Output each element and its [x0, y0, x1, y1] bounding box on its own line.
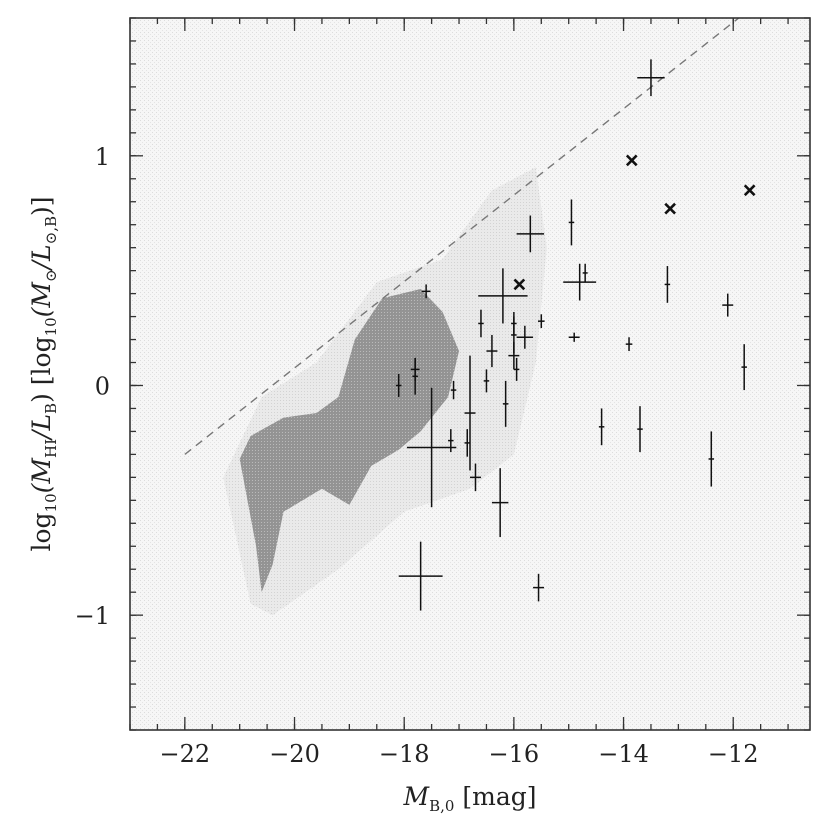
errorbar-point — [708, 431, 715, 487]
errorbar-point — [533, 573, 545, 602]
reference-dashed-line — [184, 17, 740, 455]
y-axis-title-d: ) [log — [27, 336, 56, 403]
errorbar-point — [664, 266, 671, 303]
errorbar-point — [464, 355, 476, 471]
y-axis-title-f-sub: ⊙,B — [42, 216, 60, 244]
errorbar-point — [516, 215, 545, 253]
errorbar-point — [450, 380, 457, 400]
x-axis-title-prefix: M — [402, 782, 430, 811]
cross-marker — [625, 154, 638, 167]
x-axis-title-sub: B,0 — [429, 797, 454, 815]
x-tick-label: −22 — [160, 740, 211, 768]
errorbar-point — [568, 199, 575, 246]
x-tick-label: −20 — [269, 740, 320, 768]
errorbar-point — [421, 284, 431, 299]
x-tick-label: −14 — [598, 740, 649, 768]
cross-stroke-b — [625, 154, 638, 167]
shaded-region — [239, 289, 459, 593]
x-axis-title-suffix: [mag] — [454, 782, 536, 811]
errorbar-point — [582, 263, 588, 283]
axes: −22 −20 −18 −16 −14 −12 1 0 −1 — [75, 17, 811, 768]
cross-stroke-b — [664, 202, 676, 215]
errorbar-point — [486, 334, 498, 368]
y-tick-label: −1 — [75, 602, 110, 630]
dashed-line — [184, 17, 740, 455]
y-axis-title-e: (M — [27, 281, 56, 318]
errorbar-point — [395, 374, 402, 397]
y-axis-title-f: /L — [27, 244, 56, 271]
errorbar-point — [406, 387, 457, 508]
errorbar-point — [483, 369, 490, 393]
cross-stroke-b — [743, 184, 756, 197]
x-tick-label: −16 — [489, 740, 540, 768]
errorbar-point — [563, 263, 597, 301]
y-axis-title: log10(MHI/LB) [log10(M⊙/L⊙,B)] — [27, 196, 60, 551]
y-axis-title-d-sub: 10 — [42, 317, 60, 336]
errorbar-point — [464, 429, 470, 457]
y-axis-title-a: log — [27, 512, 56, 551]
y-tick-label: 1 — [95, 143, 110, 171]
y-axis-title-c: /L — [27, 414, 56, 441]
x-axis-title: MB,0 [mag] — [402, 782, 536, 815]
errorbar-point — [637, 59, 665, 97]
y-tick-label: 0 — [95, 372, 110, 400]
cross-marker — [664, 202, 676, 215]
y-axis-title-c-sub: B — [42, 403, 60, 414]
cross-marker — [513, 278, 526, 291]
errorbar-point — [598, 408, 605, 446]
errorbar-point — [625, 337, 633, 352]
y-axis-title-b-sub: HI — [42, 439, 60, 458]
x-tick-label: −12 — [708, 740, 759, 768]
cross-stroke-b — [513, 278, 526, 291]
x-tick-label: −18 — [379, 740, 430, 768]
errorbar-point — [637, 406, 643, 453]
y-axis-title-e-sub: ⊙ — [42, 269, 60, 282]
errorbar-point — [478, 309, 484, 338]
data-points — [395, 59, 756, 611]
errorbar-point — [538, 314, 545, 329]
y-axis-title-b: (M — [27, 457, 56, 494]
errorbar-point — [470, 463, 481, 492]
errorbar-point — [412, 357, 418, 395]
errorbar-point — [508, 341, 520, 370]
errorbar-point — [491, 468, 509, 538]
errorbar-point — [513, 357, 520, 381]
errorbar-point — [741, 344, 747, 391]
y-axis-title-a-sub: 10 — [42, 493, 60, 512]
cross-marker — [743, 184, 756, 197]
errorbar-point — [722, 293, 734, 317]
errorbar-point — [478, 268, 528, 324]
plot-frame — [129, 17, 811, 731]
errorbar-point — [516, 325, 534, 349]
y-axis-title-g: )] — [27, 196, 56, 216]
errorbar-point — [502, 380, 509, 427]
shaded-core-polygon — [239, 289, 459, 593]
errorbar-point — [398, 541, 443, 611]
errorbar-point — [568, 332, 580, 342]
errorbar-point — [448, 429, 454, 453]
